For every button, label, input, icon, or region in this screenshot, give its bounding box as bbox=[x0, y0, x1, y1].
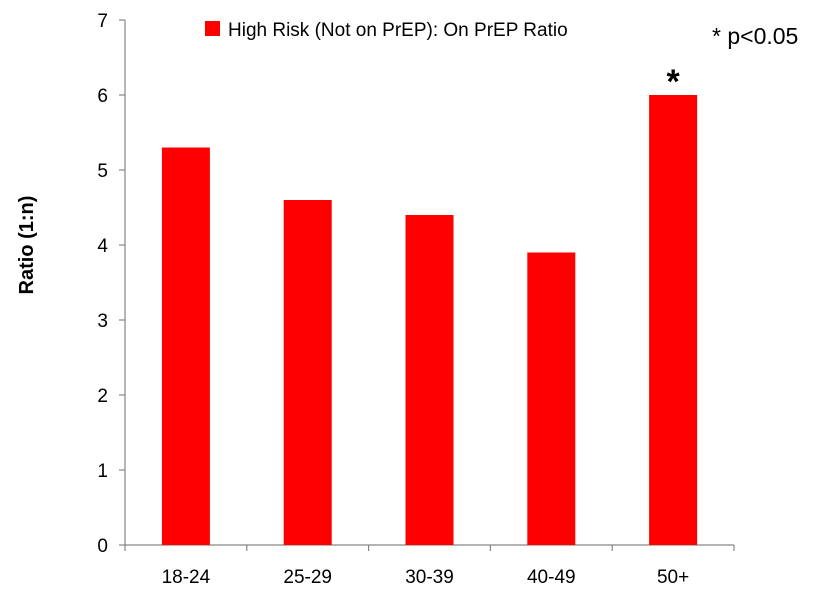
x-tick-label: 50+ bbox=[657, 567, 689, 588]
y-axis-title: Ratio (1:n) bbox=[16, 196, 38, 295]
bar bbox=[527, 252, 576, 545]
bar bbox=[283, 200, 332, 545]
bar bbox=[161, 147, 210, 545]
x-tick-label: 25-29 bbox=[283, 567, 332, 588]
y-tick-label: 1 bbox=[97, 461, 108, 482]
bar bbox=[405, 215, 454, 545]
labels: 0 1 2 3 4 5 6 7 18-24 25-29 30-39 40-49 50+ * bbox=[97, 11, 689, 588]
significance-note: * p<0.05 bbox=[712, 23, 798, 49]
y-tick-label: 7 bbox=[97, 11, 108, 32]
legend: High Risk (Not on PrEP): On PrEP Ratio bbox=[205, 20, 568, 41]
significance-star: * bbox=[666, 63, 680, 101]
y-tick-label: 6 bbox=[97, 86, 108, 107]
axes bbox=[119, 19, 735, 551]
x-tick-label: 40-49 bbox=[527, 567, 576, 588]
bar bbox=[649, 95, 698, 545]
y-tick-label: 3 bbox=[97, 311, 108, 332]
y-tick-label: 5 bbox=[97, 161, 108, 182]
bars bbox=[161, 95, 698, 545]
y-tick-label: 2 bbox=[97, 386, 108, 407]
x-tick-label: 30-39 bbox=[405, 567, 454, 588]
x-tick-label: 18-24 bbox=[162, 567, 211, 588]
y-tick-label: 4 bbox=[97, 236, 108, 257]
legend-label: High Risk (Not on PrEP): On PrEP Ratio bbox=[228, 20, 568, 41]
legend-swatch bbox=[205, 21, 220, 36]
y-tick-label: 0 bbox=[97, 536, 108, 557]
